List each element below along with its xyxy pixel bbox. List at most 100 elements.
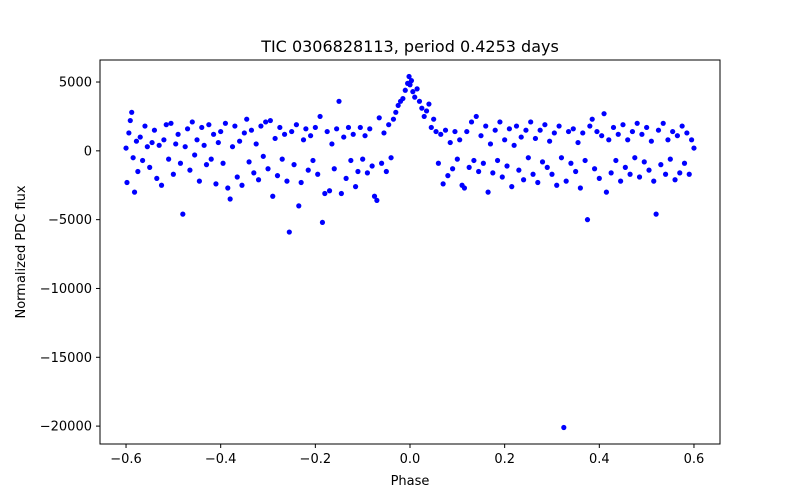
data-point <box>599 133 605 139</box>
data-point <box>601 111 607 117</box>
data-point <box>625 137 631 143</box>
data-point <box>582 157 588 164</box>
data-point <box>620 122 626 128</box>
data-point <box>180 211 186 217</box>
data-point <box>445 173 451 179</box>
data-point <box>234 174 240 180</box>
data-point <box>535 179 541 186</box>
data-point <box>142 123 148 129</box>
data-point <box>584 217 591 223</box>
data-point <box>639 131 645 137</box>
data-point <box>129 109 135 115</box>
data-point <box>596 175 602 181</box>
data-point <box>168 120 174 126</box>
data-point <box>362 133 368 139</box>
data-point <box>187 167 193 173</box>
data-point <box>341 134 347 140</box>
data-point <box>480 160 486 166</box>
plot-frame <box>99 59 721 445</box>
data-point <box>606 137 612 143</box>
data-point <box>464 128 470 135</box>
y-tick-label: 5000 <box>59 76 92 91</box>
data-point <box>416 98 423 104</box>
data-point <box>670 128 676 135</box>
data-point <box>326 188 333 194</box>
data-point <box>421 113 427 120</box>
data-point <box>154 175 160 181</box>
data-point <box>589 116 595 122</box>
data-point <box>419 105 425 111</box>
data-point <box>641 159 647 165</box>
data-point <box>433 128 439 135</box>
data-point <box>636 174 643 180</box>
data-point <box>468 119 475 125</box>
data-point <box>558 155 565 161</box>
data-point <box>265 166 271 172</box>
data-point <box>608 170 614 176</box>
data-point <box>286 229 292 235</box>
data-point <box>677 170 683 176</box>
data-point <box>447 139 453 146</box>
data-point <box>388 155 394 161</box>
data-point <box>206 122 212 128</box>
data-point <box>506 126 512 132</box>
data-point <box>544 164 550 170</box>
data-point <box>147 164 153 170</box>
data-point <box>511 142 517 148</box>
data-point <box>253 141 259 147</box>
data-point <box>383 168 389 175</box>
data-point <box>471 157 477 164</box>
data-point <box>319 219 326 226</box>
data-point <box>379 160 385 166</box>
data-point <box>345 124 352 131</box>
data-point <box>182 144 188 150</box>
data-point <box>610 124 617 131</box>
data-point <box>547 138 553 144</box>
x-tick-label: −0.6 <box>110 452 142 467</box>
data-point <box>338 190 344 197</box>
data-point <box>149 139 155 146</box>
data-points <box>123 73 697 431</box>
data-point <box>561 424 567 431</box>
data-point <box>662 171 669 177</box>
data-point <box>291 162 297 168</box>
data-point <box>258 123 264 129</box>
data-point <box>255 177 262 183</box>
data-point <box>137 134 143 140</box>
data-point <box>490 170 496 176</box>
data-point <box>173 141 179 147</box>
data-point <box>518 134 524 140</box>
data-point <box>229 144 236 150</box>
data-point <box>220 160 226 166</box>
x-tick-label: −0.2 <box>300 452 332 467</box>
data-point <box>603 189 610 195</box>
data-point <box>575 139 581 146</box>
y-axis-label: Normalized PDC flux <box>14 185 29 318</box>
data-point <box>177 160 184 166</box>
data-point <box>199 124 205 131</box>
data-point <box>350 131 356 137</box>
data-point <box>651 178 657 184</box>
data-point <box>591 166 598 172</box>
data-point <box>140 157 146 164</box>
y-tick-label: −20000 <box>40 420 92 435</box>
data-point <box>126 130 132 136</box>
data-point <box>246 159 252 165</box>
data-point <box>537 127 543 133</box>
data-point <box>360 156 366 162</box>
data-point <box>310 157 316 164</box>
data-point <box>189 119 195 125</box>
data-point <box>400 95 406 102</box>
data-point <box>615 131 621 137</box>
data-point <box>300 137 307 143</box>
data-point <box>227 196 233 202</box>
data-point <box>587 123 593 129</box>
data-point <box>369 163 375 169</box>
data-point <box>457 137 463 143</box>
data-point <box>263 119 269 125</box>
data-point <box>478 133 484 139</box>
data-point <box>210 131 217 137</box>
data-point <box>289 128 295 135</box>
data-point <box>260 153 266 159</box>
